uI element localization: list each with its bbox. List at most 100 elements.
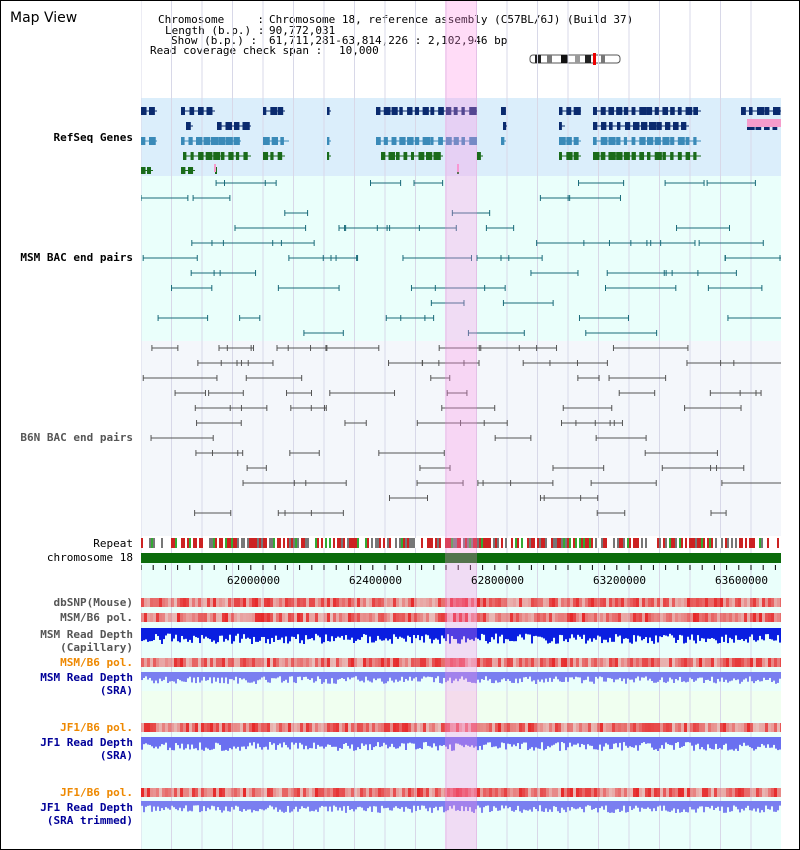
depth-bar bbox=[649, 737, 651, 744]
depth-bar bbox=[355, 737, 357, 751]
jf1-depth-trim-label[interactable]: JF1 Read Depth bbox=[40, 801, 133, 814]
heat-cell bbox=[726, 788, 729, 797]
depth-bar bbox=[335, 801, 337, 807]
msm-b6-pol-label-2[interactable]: MSM/B6 pol. bbox=[60, 656, 133, 669]
heat-cell bbox=[594, 613, 597, 622]
repeat-mark bbox=[541, 538, 543, 548]
depth-bar bbox=[561, 737, 563, 742]
depth-bar bbox=[577, 737, 579, 744]
depth-bar bbox=[447, 628, 449, 635]
depth-bar bbox=[543, 628, 545, 639]
heat-cell bbox=[450, 788, 453, 797]
depth-bar bbox=[173, 672, 175, 682]
depth-bar bbox=[245, 737, 247, 750]
msm-depth-capillary-label[interactable]: MSM Read Depth bbox=[40, 628, 133, 641]
depth-bar bbox=[711, 628, 713, 638]
depth-bar bbox=[587, 672, 589, 677]
heat-cell bbox=[183, 658, 186, 667]
depth-bar bbox=[293, 801, 295, 810]
depth-bar bbox=[765, 628, 767, 635]
gene-exon bbox=[573, 152, 579, 160]
depth-bar bbox=[459, 628, 461, 644]
repeat-label[interactable]: Repeat bbox=[93, 537, 133, 550]
depth-bar bbox=[207, 628, 209, 639]
heat-cell bbox=[231, 788, 234, 797]
heat-cell bbox=[756, 613, 759, 622]
gene-exon bbox=[396, 152, 400, 160]
heat-cell bbox=[492, 788, 495, 797]
heat-cell bbox=[579, 723, 582, 732]
heat-cell bbox=[450, 723, 453, 732]
depth-bar bbox=[175, 672, 177, 684]
depth-bar bbox=[601, 801, 603, 807]
jf1-b6-pol-label-2[interactable]: JF1/B6 pol. bbox=[60, 786, 133, 799]
depth-bar bbox=[643, 737, 645, 743]
repeat-mark bbox=[435, 538, 437, 548]
repeat-mark bbox=[377, 538, 379, 548]
track-area[interactable] bbox=[140, 1, 796, 849]
heat-cell bbox=[462, 788, 465, 797]
depth-bar bbox=[673, 737, 675, 750]
b6n-bac-label[interactable]: B6N BAC end pairs bbox=[20, 431, 133, 444]
depth-bar bbox=[731, 737, 733, 750]
msm-depth-sra-label[interactable]: MSM Read Depth bbox=[40, 671, 133, 684]
heat-cell bbox=[609, 788, 612, 797]
heat-cell bbox=[684, 788, 687, 797]
repeat-mark bbox=[535, 538, 537, 548]
heat-cell bbox=[603, 723, 606, 732]
depth-bar bbox=[601, 628, 603, 644]
depth-bar bbox=[535, 801, 537, 810]
depth-bar bbox=[359, 672, 361, 682]
heat-cell bbox=[507, 613, 510, 622]
heat-cell bbox=[177, 723, 180, 732]
depth-bar bbox=[645, 737, 647, 744]
depth-bar bbox=[507, 672, 509, 680]
heat-cell bbox=[549, 613, 552, 622]
chromosome-track-label[interactable]: chromosome 18 bbox=[46, 551, 133, 564]
heat-cell bbox=[168, 788, 171, 797]
heat-cell bbox=[198, 598, 201, 607]
jf1-depth-sra-label[interactable]: JF1 Read Depth bbox=[40, 736, 133, 749]
depth-bar bbox=[717, 628, 719, 644]
depth-bar bbox=[355, 801, 357, 810]
depth-bar bbox=[585, 737, 587, 750]
heat-cell bbox=[579, 658, 582, 667]
jf1-depth-trim-sub: (SRA trimmed) bbox=[46, 814, 133, 827]
depth-bar bbox=[331, 801, 333, 812]
heat-cell bbox=[261, 613, 264, 622]
msm-bac-label[interactable]: MSM BAC end pairs bbox=[20, 251, 133, 264]
jf1-b6-pol-label-1[interactable]: JF1/B6 pol. bbox=[60, 721, 133, 734]
heat-cell bbox=[399, 658, 402, 667]
depth-bar bbox=[427, 628, 429, 636]
refseq-genes-label[interactable]: RefSeq Genes bbox=[53, 131, 133, 144]
depth-bar bbox=[351, 801, 353, 810]
depth-bar bbox=[185, 737, 187, 749]
heat-cell bbox=[753, 723, 756, 732]
heat-cell bbox=[414, 598, 417, 607]
depth-bar bbox=[735, 672, 737, 681]
heat-cell bbox=[483, 788, 486, 797]
dbsnp-label[interactable]: dbSNP(Mouse) bbox=[53, 596, 133, 609]
depth-bar bbox=[411, 801, 413, 813]
depth-bar bbox=[233, 737, 235, 747]
heat-cell bbox=[405, 613, 408, 622]
gene-exon bbox=[225, 122, 232, 130]
heat-cell bbox=[729, 788, 732, 797]
depth-bar bbox=[471, 737, 473, 746]
repeat-mark bbox=[321, 538, 323, 548]
repeat-mark bbox=[391, 538, 393, 548]
repeat-mark bbox=[253, 538, 255, 548]
depth-bar bbox=[379, 801, 381, 813]
heat-cell bbox=[624, 613, 627, 622]
heat-cell bbox=[186, 723, 189, 732]
repeat-mark bbox=[259, 538, 261, 548]
heat-cell bbox=[660, 658, 663, 667]
chromosome-ideogram[interactable] bbox=[529, 53, 623, 65]
heat-cell bbox=[162, 613, 165, 622]
msm-b6-pol-label-1[interactable]: MSM/B6 pol. bbox=[60, 611, 133, 624]
repeat-mark bbox=[199, 538, 201, 548]
repeat-mark bbox=[437, 538, 439, 548]
depth-bar bbox=[251, 628, 253, 644]
depth-bar bbox=[335, 672, 337, 684]
heat-cell bbox=[633, 788, 636, 797]
